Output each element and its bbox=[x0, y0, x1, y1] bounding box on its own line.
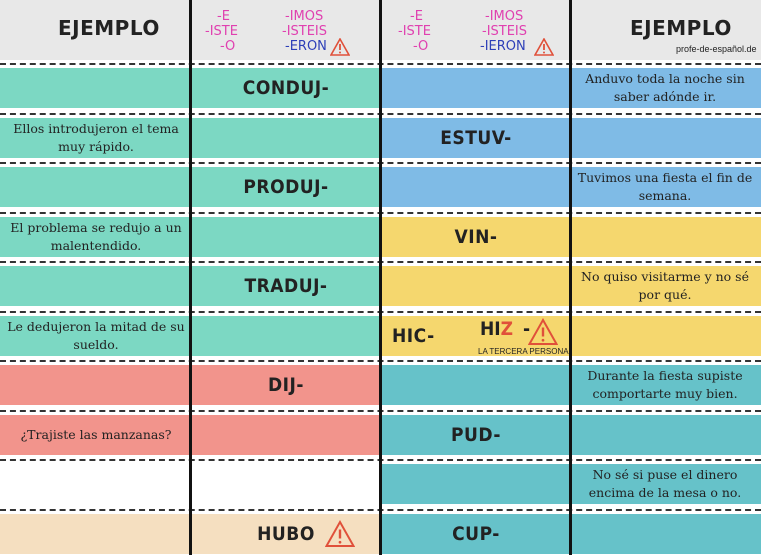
ending-o: -O bbox=[220, 39, 236, 54]
hiz-z: Z bbox=[500, 318, 514, 340]
warning-icon bbox=[534, 38, 554, 56]
ending-iste: -ISTE bbox=[205, 24, 238, 39]
left-stem: DIJ- bbox=[267, 374, 304, 396]
right-stem bbox=[382, 266, 570, 306]
left-stem: TRADUJ- bbox=[244, 275, 328, 297]
ending-imos: -IMOS bbox=[485, 9, 524, 24]
hiz-dash: - bbox=[523, 318, 531, 340]
right-stem bbox=[382, 464, 570, 504]
left-example-text bbox=[6, 365, 186, 405]
right-example-text bbox=[574, 316, 756, 356]
column-divider bbox=[569, 0, 572, 555]
ending-e: -E bbox=[217, 9, 230, 24]
right-stem bbox=[382, 365, 570, 405]
column-divider bbox=[379, 0, 382, 555]
hiz-label: HIZ - bbox=[480, 318, 530, 340]
left-stem: CONDUJ- bbox=[242, 77, 330, 99]
right-example-text: Durante la fiesta supiste comportarte mu… bbox=[587, 368, 743, 401]
left-example-text: Le dedujeron la mitad de su sueldo. bbox=[7, 318, 185, 352]
right-stem: PUD- bbox=[450, 423, 502, 446]
right-example-text: Tuvimos una fiesta el fin de semana. bbox=[577, 170, 753, 203]
right-example-text bbox=[574, 217, 756, 257]
left-example-text: ¿Trajiste las manzanas? bbox=[20, 426, 172, 442]
ending-isteis: -ISTEIS bbox=[482, 24, 528, 39]
left-example-text bbox=[6, 514, 186, 554]
ending-eron: -ERON bbox=[285, 39, 327, 54]
left-example-text bbox=[6, 464, 186, 504]
hiz-prefix: HI bbox=[480, 318, 501, 340]
left-example-text bbox=[6, 68, 186, 108]
right-example-text bbox=[574, 118, 756, 158]
warning-icon bbox=[330, 38, 350, 56]
right-stem: ESTUV- bbox=[440, 126, 512, 149]
right-stem: CUP- bbox=[452, 522, 500, 545]
left-example-text: Ellos introdujeron el tema muy rápido. bbox=[13, 120, 179, 154]
right-example-text: No quiso visitarme y no sé por qué. bbox=[581, 269, 749, 302]
left-example-text bbox=[6, 266, 186, 306]
credit-text: profe-de-español.de bbox=[676, 44, 757, 54]
left-example-title: EJEMPLO bbox=[58, 16, 160, 40]
right-stem bbox=[382, 167, 570, 207]
left-stem: HUBO bbox=[257, 522, 315, 545]
right-example-text bbox=[574, 415, 756, 455]
right-example-text bbox=[574, 514, 756, 554]
warning-icon bbox=[325, 520, 355, 547]
left-stem bbox=[192, 415, 380, 455]
left-stem bbox=[192, 217, 380, 257]
left-example-text bbox=[6, 167, 186, 207]
left-stem bbox=[192, 118, 380, 158]
ending-iste: -ISTE bbox=[398, 24, 431, 39]
right-stem: VIN- bbox=[454, 225, 498, 248]
column-divider bbox=[189, 0, 192, 555]
left-stem: PRODUJ- bbox=[243, 176, 329, 198]
right-example-title: EJEMPLO bbox=[630, 16, 732, 40]
right-example-text: No sé si puse el dinero encima de la mes… bbox=[588, 467, 742, 500]
right-stem: HIC- bbox=[392, 324, 435, 347]
left-stem bbox=[192, 464, 380, 504]
ending-isteis: -ISTEIS bbox=[282, 24, 328, 39]
right-example-text: Anduvo toda la noche sin saber adónde ir… bbox=[585, 71, 745, 104]
ending-ieron: -IERON bbox=[480, 39, 526, 54]
ending-e: -E bbox=[410, 9, 423, 24]
ending-o: -O bbox=[413, 39, 429, 54]
left-stem bbox=[192, 316, 380, 356]
ending-imos: -IMOS bbox=[285, 9, 324, 24]
left-example-text: El problema se redujo a un malentendido. bbox=[10, 219, 182, 253]
warning-icon bbox=[528, 318, 558, 345]
hiz-note: LA TERCERA PERSONA bbox=[478, 347, 569, 356]
right-stem bbox=[382, 68, 570, 108]
